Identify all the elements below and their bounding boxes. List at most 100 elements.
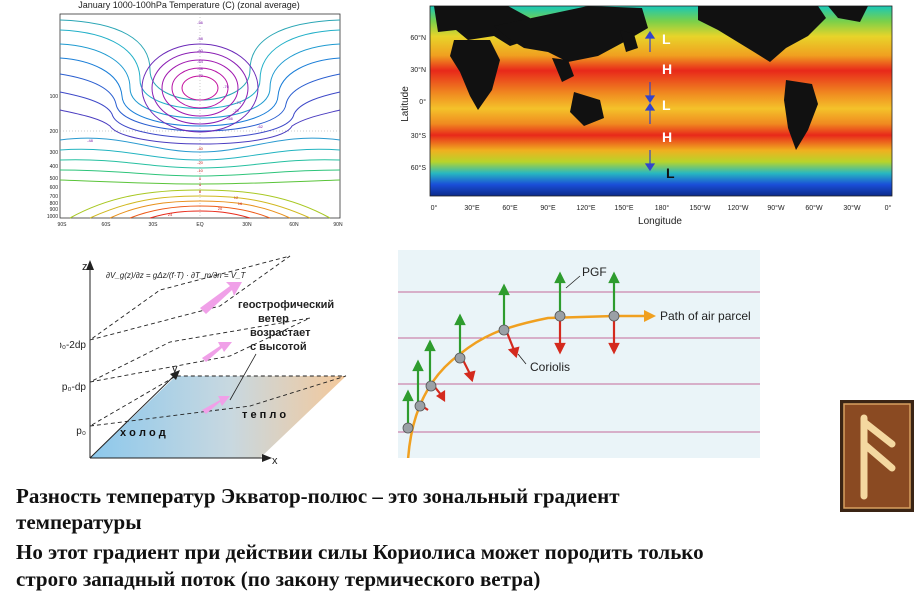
svg-text:200: 200 (50, 129, 59, 135)
wind-arrows (200, 282, 242, 414)
svg-text:90S: 90S (58, 222, 68, 228)
sst-x-ticks: 0° 30°E 60°E 90°E 120°E 150°E 180° 150°W… (431, 204, 892, 212)
svg-text:60°W: 60°W (805, 204, 823, 212)
geostrophic-annotation: геострофический ветер возрастает с высот… (238, 299, 334, 353)
caption-line-2: температуры (16, 510, 142, 534)
svg-text:16: 16 (238, 201, 243, 206)
svg-text:0°: 0° (419, 98, 426, 106)
cold-label: х о л о д (120, 427, 166, 439)
diagram-background (398, 250, 760, 458)
svg-text:p₀-2dp: p₀-2dp (60, 340, 86, 351)
svg-text:L: L (662, 31, 671, 47)
svg-text:H: H (662, 129, 672, 145)
svg-text:0: 0 (199, 176, 202, 181)
svg-text:800: 800 (50, 201, 59, 207)
svg-text:120°E: 120°E (576, 204, 595, 212)
pgf-arrows (402, 271, 620, 426)
sst-y-axis-label: Latitude (400, 86, 411, 122)
path-arrowhead (644, 310, 656, 322)
svg-text:-64: -64 (197, 59, 204, 64)
continents (434, 6, 868, 150)
pgf-pointer (565, 275, 581, 289)
svg-text:4: 4 (199, 182, 202, 187)
svg-text:H: H (662, 61, 672, 77)
svg-text:60N: 60N (289, 222, 299, 228)
temperature-y-ticks: 100 200 300 400 500 600 700 800 900 1000 (47, 94, 58, 220)
svg-text:-70: -70 (233, 108, 240, 113)
svg-text:700: 700 (50, 194, 59, 200)
svg-text:30N: 30N (242, 222, 252, 228)
svg-text:900: 900 (50, 207, 59, 213)
svg-text:180°: 180° (655, 204, 670, 212)
pgf-label: PGF (582, 265, 607, 279)
svg-text:120°W: 120°W (727, 204, 748, 212)
z-axis-label: z (82, 261, 88, 273)
svg-text:геострофический: геострофический (238, 299, 334, 311)
pressure-arrows (644, 30, 656, 172)
svg-text:-72: -72 (197, 73, 204, 78)
svg-text:с высотой: с высотой (250, 341, 307, 353)
svg-text:30°W: 30°W (843, 204, 861, 212)
svg-text:ветер: ветер (258, 313, 289, 325)
sst-x-axis-label: Longitude (638, 216, 682, 227)
contour-labels-warm: -40 -20 -10 0 4 8 12 16 20 24 (168, 146, 243, 217)
svg-text:90N: 90N (333, 222, 343, 228)
temperature-x-ticks: 90S 60S 30S EQ 30N 60N 90N (58, 222, 343, 228)
svg-text:400: 400 (50, 164, 59, 170)
svg-text:-76: -76 (223, 84, 230, 89)
contour-lines (59, 19, 341, 219)
svg-text:20: 20 (218, 206, 223, 211)
svg-text:300: 300 (50, 150, 59, 156)
path-label: Path of air parcel (660, 309, 751, 323)
air-parcel-path-diagram: PGF Coriolis Path of air parcel (398, 250, 760, 458)
svg-text:500: 500 (50, 176, 59, 182)
svg-text:90°E: 90°E (540, 204, 556, 212)
svg-text:60°S: 60°S (411, 164, 427, 172)
svg-text:-60: -60 (197, 48, 204, 53)
coriolis-arrows (421, 320, 620, 411)
annotation-pointer (229, 353, 257, 401)
svg-text:-68: -68 (197, 66, 204, 71)
coriolis-label: Coriolis (530, 360, 570, 374)
svg-text:150°E: 150°E (614, 204, 633, 212)
svg-text:0°: 0° (431, 204, 438, 212)
coriolis-pointer (517, 353, 527, 365)
svg-text:1000: 1000 (47, 214, 58, 220)
svg-text:EQ: EQ (196, 222, 203, 228)
y-axis-label: y (172, 363, 178, 375)
caption-line-1: Разность температур Экватор-полюс – это … (16, 484, 620, 508)
svg-text:150°W: 150°W (689, 204, 710, 212)
svg-text:600: 600 (50, 185, 59, 191)
svg-text:24: 24 (168, 212, 173, 217)
caption-line-3: Но этот градиент при действии силы Корио… (16, 540, 704, 564)
svg-text:возрастает: возрастает (250, 327, 311, 339)
caption-line-4: строго западный поток (по закону термиче… (16, 567, 541, 591)
pressure-surfaces (89, 255, 347, 427)
svg-text:p₀: p₀ (76, 426, 86, 437)
svg-text:100: 100 (50, 94, 59, 100)
svg-text:30°N: 30°N (410, 66, 426, 74)
sea-surface-temperature-map-panel: L H L H L Latitude 60°N 30°N 0° 30°S 60°… (400, 5, 893, 227)
svg-text:60S: 60S (102, 222, 112, 228)
svg-text:90°W: 90°W (767, 204, 785, 212)
svg-text:-20: -20 (197, 160, 204, 165)
svg-text:60°E: 60°E (502, 204, 518, 212)
temperature-panel-title: January 1000-100hPa Temperature (C) (zon… (78, 0, 299, 10)
thermal-wind-equation: ∂V_g(z)/∂z = gΔz/(f·T) · ∂T_m/∂n = V_T (106, 271, 247, 280)
svg-text:L: L (662, 97, 671, 113)
contour-labels: -56 -58 -60 -64 -68 -72 -76 -74 -70 -66 … (87, 20, 264, 143)
svg-text:30°S: 30°S (411, 132, 427, 140)
warm-label: т е п л о (242, 409, 286, 421)
svg-text:-10: -10 (197, 168, 204, 173)
x-axis-label: x (272, 455, 278, 467)
pressure-labels: L H L H L (662, 31, 675, 181)
parcel-positions (402, 310, 620, 434)
svg-text:-74: -74 (235, 100, 242, 105)
surface-plane (90, 376, 346, 458)
svg-text:0°: 0° (885, 204, 892, 212)
pressure-level-labels: p₀-2dp p₀-dp p₀ (60, 340, 86, 437)
svg-text:-62: -62 (257, 124, 264, 129)
svg-text:-48: -48 (87, 138, 94, 143)
svg-text:-40: -40 (197, 146, 204, 151)
svg-text:-66: -66 (227, 116, 234, 121)
